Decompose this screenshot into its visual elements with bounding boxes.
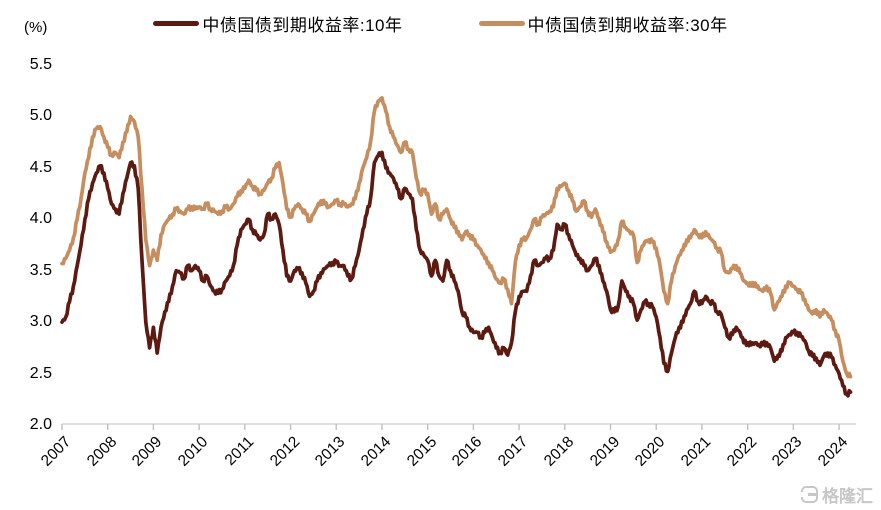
y-axis-tick-label: 5.5 xyxy=(29,56,52,73)
legend: 中债国债到期收益率:10年 中债国债到期收益率:30年 xyxy=(0,11,881,36)
legend-label-10y: 中债国债到期收益率:10年 xyxy=(202,16,403,35)
series-line-30y xyxy=(60,96,853,379)
y-axis-unit-label: (%) xyxy=(24,19,48,36)
y-axis-tick-label: 5.0 xyxy=(29,107,52,125)
y-axis-tick-label: 3.5 xyxy=(29,261,52,279)
y-axis-tick-label: 3.0 xyxy=(29,313,52,331)
y-axis-tick-label: 2.5 xyxy=(29,364,52,382)
y-axis-tick-label: 4.5 xyxy=(29,158,52,176)
y-axis-tick-label: 4.0 xyxy=(29,210,52,228)
legend-line-10y-swatch xyxy=(153,21,200,26)
gelonghui-logo-icon xyxy=(800,486,818,503)
watermark: 格隆汇 xyxy=(800,482,873,507)
legend-item-30y: 中债国债到期收益率:30年 xyxy=(478,11,728,36)
legend-item-10y: 中债国债到期收益率:10年 xyxy=(153,11,402,36)
legend-line-30y-swatch xyxy=(478,21,525,26)
watermark-text: 格隆汇 xyxy=(822,487,873,506)
series-line-10y xyxy=(60,150,853,398)
y-axis-tick-label: 2.0 xyxy=(29,416,52,433)
legend-label-30y: 中债国债到期收益率:30年 xyxy=(527,16,728,35)
